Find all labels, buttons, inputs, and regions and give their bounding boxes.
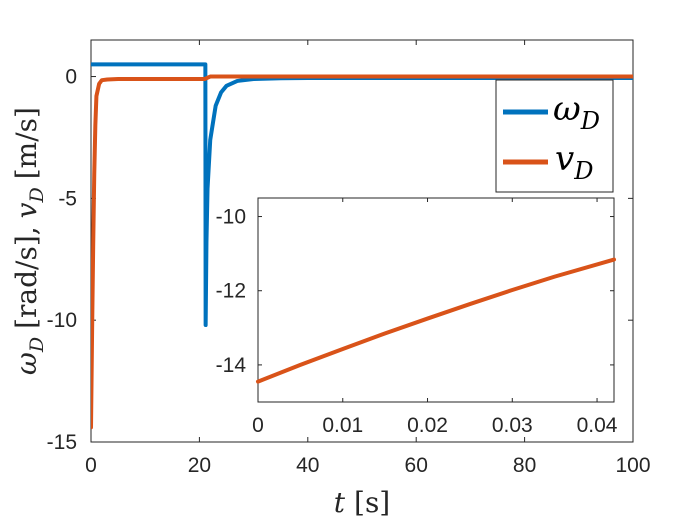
- y-axis-label: ωD[rad/s],vD[m/s]: [10, 107, 48, 375]
- main-x-tick-label: 20: [188, 454, 211, 477]
- main-x-tick-label: 80: [513, 454, 536, 477]
- inset-y-tick-label: -12: [216, 280, 246, 303]
- main-y-tick-label: -5: [58, 187, 77, 210]
- inset-y-tick-label: -14: [216, 354, 247, 377]
- main-y-tick-label: -15: [47, 431, 77, 454]
- inset-x-tick-label: 0.03: [492, 414, 533, 437]
- main-x-tick-label: 60: [405, 454, 428, 477]
- inset-y-tick-label: -10: [216, 206, 246, 229]
- inset-x-tick-label: 0.01: [322, 414, 363, 437]
- main-x-tick-label: 40: [296, 454, 319, 477]
- legend-label-omega: ωD: [553, 89, 600, 135]
- main-ticks: 0 20 40 60 80 100 -15 -10 -5 0: [47, 40, 651, 477]
- inset-plot: 0 0.01 0.02 0.03 0.04 -14 -12 -10: [216, 197, 618, 437]
- main-y-tick-label: -10: [47, 309, 77, 332]
- legend-label-v: vD: [555, 139, 593, 185]
- main-y-tick-label: 0: [65, 66, 77, 89]
- inset-series-line-0: [256, 257, 616, 384]
- inset-x-tick-label: 0.04: [577, 414, 618, 437]
- inset-axes-box: [257, 197, 615, 403]
- inset-series: [256, 257, 616, 384]
- inset-ticks: 0 0.01 0.02 0.03 0.04 -14 -12 -10: [216, 198, 618, 437]
- x-axis-label: t [s]: [334, 486, 390, 519]
- inset-x-tick-label: 0: [252, 414, 264, 437]
- main-x-tick-label: 100: [615, 454, 650, 477]
- legend-box: [495, 79, 614, 193]
- legend: ωD vD: [495, 79, 614, 193]
- main-series-line-1: [91, 74, 633, 430]
- main-x-tick-label: 0: [85, 454, 97, 477]
- inset-x-tick-label: 0.02: [407, 414, 448, 437]
- main-series: [91, 62, 633, 430]
